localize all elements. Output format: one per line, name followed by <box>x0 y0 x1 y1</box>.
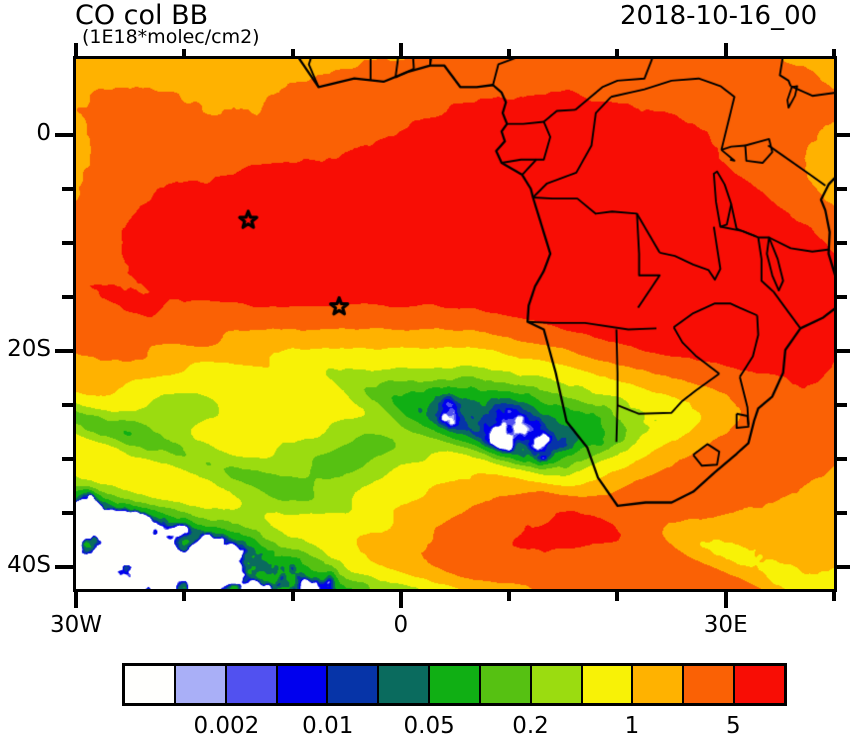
xtick-major <box>723 589 728 608</box>
xtick-major-top <box>74 43 78 59</box>
x-axis-label: 0 <box>393 612 409 638</box>
colorbar-swatch-5 <box>379 666 431 703</box>
colorbar-swatch-3 <box>277 666 329 703</box>
colorbar-swatch-11 <box>684 666 736 703</box>
ytick-minor <box>62 403 76 408</box>
x-axis-label: 30E <box>703 612 748 638</box>
xtick-major-top <box>398 43 403 59</box>
colorbar-swatch-10 <box>633 666 685 703</box>
ytick-minor-right <box>834 511 847 516</box>
colorbar-swatch-12 <box>735 666 784 703</box>
xtick-major <box>74 589 78 608</box>
ytick-minor-right <box>834 403 847 408</box>
colorbar-tick-label: 0.05 <box>403 713 455 739</box>
xtick-minor <box>832 589 836 601</box>
ytick-minor-right <box>834 457 847 462</box>
xtick-minor-top <box>182 49 187 59</box>
heatmap-canvas <box>76 59 834 589</box>
xtick-minor-top <box>507 49 512 59</box>
ytick-major-right <box>834 349 850 354</box>
ytick-major-right <box>834 132 850 137</box>
chart-units-label: (1E18*molec/cm2) <box>82 26 260 48</box>
xtick-major-top <box>723 43 728 59</box>
colorbar-swatch-2 <box>226 666 278 703</box>
colorbar-tick-label: 5 <box>725 713 741 739</box>
ytick-minor <box>62 457 76 462</box>
ytick-major <box>55 132 76 137</box>
colorbar-swatch-1 <box>175 666 227 703</box>
xtick-minor-top <box>290 49 295 59</box>
ytick-major-right <box>834 565 850 570</box>
colorbar-swatch-4 <box>328 666 380 703</box>
xtick-minor <box>507 589 512 601</box>
colorbar-swatch-0 <box>125 666 176 703</box>
colorbar-swatch-6 <box>430 666 481 703</box>
colorbar <box>122 663 787 706</box>
xtick-minor <box>290 589 295 601</box>
colorbar-tick-label: 0.01 <box>302 713 354 739</box>
xtick-minor-top <box>832 49 836 59</box>
xtick-minor-top <box>615 49 620 59</box>
xtick-minor <box>182 589 187 601</box>
colorbar-swatch-9 <box>582 666 634 703</box>
colorbar-swatch-8 <box>531 666 583 703</box>
xtick-major <box>398 589 403 608</box>
y-axis-label: 0 <box>36 119 51 146</box>
ytick-minor-right <box>834 240 847 245</box>
colorbar-tick-label: 0.002 <box>193 713 260 739</box>
colorbar-swatch-7 <box>480 666 532 703</box>
ytick-minor-right <box>834 186 847 191</box>
xtick-minor <box>615 589 620 601</box>
chart-title: CO col BB <box>75 0 209 31</box>
ytick-major <box>55 349 76 354</box>
ytick-major <box>55 565 76 570</box>
chart-timestamp: 2018-10-16_00 <box>620 1 818 31</box>
ytick-minor-right <box>834 294 847 299</box>
map-plot-area <box>73 56 837 592</box>
ytick-minor <box>62 294 76 299</box>
ytick-minor <box>62 186 76 191</box>
colorbar-tick-label: 1 <box>624 713 640 739</box>
ytick-minor <box>62 240 76 245</box>
x-axis-label: 30W <box>49 612 102 638</box>
ytick-minor <box>62 511 76 516</box>
colorbar-tick-label: 0.2 <box>512 713 549 739</box>
y-axis-label: 40S <box>7 552 51 579</box>
y-axis-label: 20S <box>7 336 51 363</box>
